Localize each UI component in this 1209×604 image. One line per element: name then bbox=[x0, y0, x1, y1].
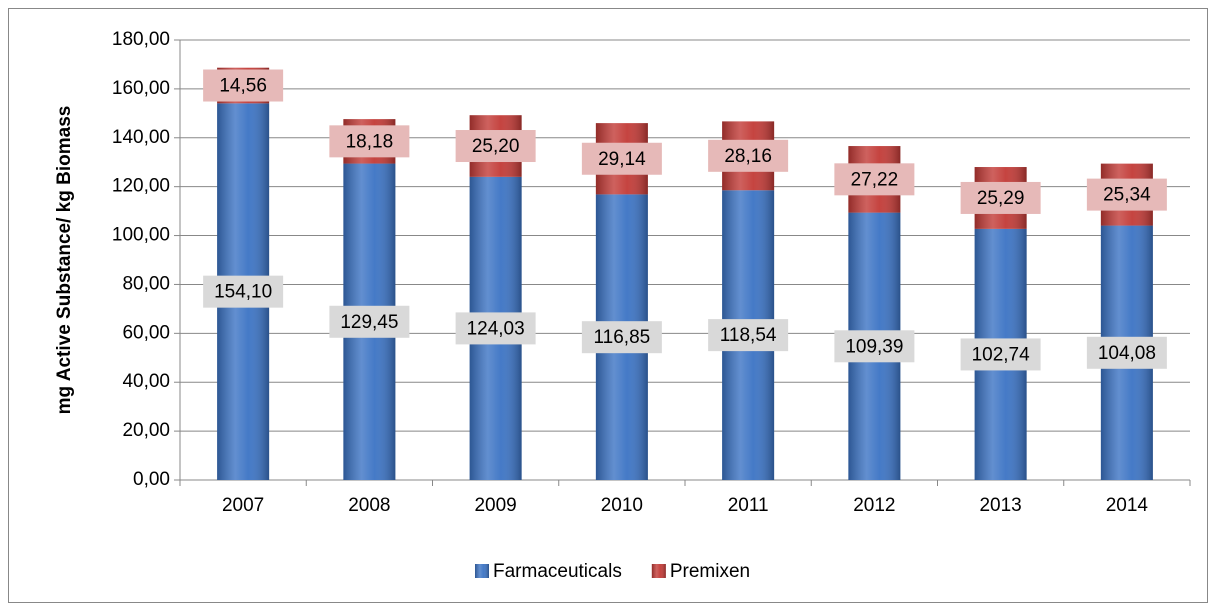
data-label-box bbox=[708, 319, 789, 352]
data-label-box bbox=[455, 130, 536, 163]
y-tick-label: 20,00 bbox=[122, 420, 170, 441]
data-label: 102,74 bbox=[972, 344, 1031, 365]
data-label: 129,45 bbox=[340, 312, 398, 333]
data-label: 28,16 bbox=[724, 146, 772, 167]
data-label: 124,03 bbox=[467, 318, 525, 339]
data-label-box bbox=[1086, 178, 1167, 211]
y-tick-label: 140,00 bbox=[112, 127, 170, 148]
data-label-box bbox=[708, 139, 789, 172]
x-tick-label: 2009 bbox=[474, 495, 516, 516]
data-label: 116,85 bbox=[594, 327, 651, 348]
data-label: 14,56 bbox=[219, 76, 267, 97]
data-label-box bbox=[203, 275, 284, 308]
x-tick-label: 2012 bbox=[853, 495, 895, 516]
x-tick-label: 2008 bbox=[348, 495, 390, 516]
data-label-box bbox=[329, 125, 410, 158]
y-tick-label: 80,00 bbox=[122, 273, 170, 294]
legend-label: Farmaceuticals bbox=[493, 561, 622, 582]
data-label: 109,39 bbox=[845, 336, 903, 357]
data-label: 104,08 bbox=[1098, 343, 1156, 364]
y-tick-label: 40,00 bbox=[122, 371, 170, 392]
data-label-box bbox=[1086, 336, 1167, 369]
x-tick-label: 2010 bbox=[601, 495, 643, 516]
data-label-box bbox=[960, 181, 1041, 214]
y-axis-title: mg Active Substance/ kg Biomass bbox=[54, 106, 75, 415]
data-label-box bbox=[581, 142, 662, 175]
data-label: 29,14 bbox=[598, 149, 646, 170]
data-label-box bbox=[329, 305, 410, 338]
y-tick-label: 0,00 bbox=[133, 469, 170, 490]
data-label-box bbox=[581, 321, 662, 354]
data-label: 25,20 bbox=[472, 136, 520, 157]
data-label: 25,34 bbox=[1103, 185, 1151, 206]
data-label-box bbox=[203, 69, 284, 102]
x-tick-label: 2007 bbox=[222, 495, 264, 516]
data-label: 25,29 bbox=[977, 188, 1025, 209]
y-tick-label: 60,00 bbox=[122, 322, 170, 343]
data-label-box bbox=[834, 330, 915, 363]
y-tick-label: 120,00 bbox=[112, 176, 170, 197]
x-tick-label: 2013 bbox=[979, 495, 1021, 516]
data-label-box bbox=[960, 338, 1041, 371]
legend-label: Premixen bbox=[670, 561, 750, 582]
data-label: 18,18 bbox=[346, 131, 394, 152]
data-label-box bbox=[834, 163, 915, 196]
y-tick-label: 100,00 bbox=[112, 225, 170, 246]
data-label-box bbox=[455, 312, 536, 345]
x-tick-label: 2014 bbox=[1106, 495, 1149, 516]
legend-swatch-shade bbox=[475, 564, 489, 578]
data-label: 118,54 bbox=[720, 325, 777, 346]
data-label: 154,10 bbox=[214, 282, 272, 303]
y-tick-label: 160,00 bbox=[112, 78, 170, 99]
legend-swatch-shade bbox=[651, 564, 666, 578]
x-tick-label: 2011 bbox=[728, 495, 769, 516]
data-label: 27,22 bbox=[851, 169, 899, 190]
y-tick-label: 180,00 bbox=[112, 29, 170, 50]
